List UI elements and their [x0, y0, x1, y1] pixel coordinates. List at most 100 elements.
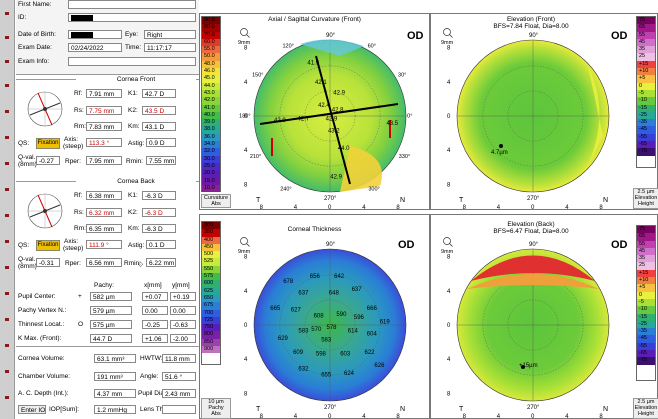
pachy-row-value[interactable]: 579 µm — [90, 306, 132, 315]
front-rm-field[interactable]: 7.83 mm — [86, 122, 122, 131]
back-km-field[interactable]: -6.3 D — [142, 224, 176, 233]
scale-step: +5 — [637, 284, 655, 292]
mm-label: 9mm — [441, 40, 454, 46]
thickness-value: 666 — [367, 306, 378, 312]
toolbar-marker[interactable] — [5, 60, 9, 63]
toolbar-marker[interactable] — [5, 266, 9, 269]
toolbar-marker[interactable] — [5, 240, 9, 243]
toolbar-marker[interactable] — [5, 370, 9, 373]
toolbar-marker[interactable] — [5, 12, 9, 15]
toolbar-marker[interactable] — [5, 136, 9, 139]
toolbar-marker[interactable] — [5, 396, 9, 399]
toolbar-marker[interactable] — [5, 188, 9, 191]
acd-field[interactable]: 4.37 mm — [94, 389, 136, 398]
toolbar-marker[interactable] — [5, 84, 9, 87]
corneal-thickness-panel[interactable]: 300 350 400 450 500 525 550 575 600 625 650 675 700 7… — [199, 214, 430, 419]
toolbar-marker[interactable] — [5, 162, 9, 165]
pachy-row-x[interactable]: +1.06 — [142, 334, 168, 343]
zoom-icon — [240, 28, 248, 36]
back-k1-field[interactable]: -6.3 D — [142, 191, 176, 200]
pachy-row-value[interactable]: 582 µm — [90, 292, 132, 301]
thickness-value: 632 — [298, 367, 309, 373]
y-tick-label: 0 — [244, 323, 248, 329]
back-rmin-field[interactable]: 6.22 mm — [146, 258, 176, 267]
axial-curvature-panel[interactable]: 90.0 80.0 70.0 60.0 55.0 50.0 48.0 46.0 45.0 44.0… — [199, 13, 430, 210]
toolbar-marker[interactable] — [5, 110, 9, 113]
back-k2-field[interactable]: -6.3 D — [142, 208, 176, 217]
toolbar-marker[interactable] — [5, 36, 9, 39]
pachy-row-x[interactable]: -0.25 — [142, 320, 168, 329]
back-qs-fixation-button[interactable]: Fixation — [36, 240, 60, 251]
exam-info-field[interactable] — [68, 57, 196, 66]
dob-field[interactable] — [68, 30, 122, 39]
enter-iop-button[interactable]: Enter IOP — [18, 405, 46, 414]
scale-step: 400 — [202, 236, 220, 244]
pachy-row-y[interactable]: -0.63 — [170, 320, 196, 329]
elevation-back-panel[interactable]: 75 65 55 45 35 25 +15 +10 +5 0 -5 -10 -15 -25 -35 -45 -5… — [430, 214, 658, 419]
pachy-row-y[interactable]: -2.00 — [170, 334, 196, 343]
time-label: Time: — [125, 44, 142, 51]
back-qval-field[interactable]: -0.31 — [36, 258, 60, 267]
x-tick-label: 4 — [497, 414, 501, 418]
toolbar-marker[interactable] — [5, 214, 9, 217]
pachy-row-y[interactable]: 0.00 — [170, 306, 196, 315]
first-name-field[interactable] — [68, 0, 196, 9]
back-astig-field[interactable]: 0.1 D — [146, 240, 176, 249]
thickness-value: 622 — [365, 350, 376, 356]
axial-curvature-map[interactable]: 90°270°T N8 4 0 4 8840489mm41.942.142.942.442… — [230, 24, 430, 209]
pachy-row-y[interactable]: +0.19 — [170, 292, 196, 301]
first-name-label: First Name: — [18, 1, 52, 8]
front-rs-field[interactable]: 7.75 mm — [86, 106, 122, 115]
toolbar-marker[interactable] — [5, 292, 9, 295]
front-k2-field[interactable]: 43.5 D — [142, 106, 176, 115]
thickness-value: 583 — [321, 338, 332, 344]
front-axis-field[interactable]: 113.3 ° — [86, 138, 122, 147]
lens-th-field[interactable] — [162, 405, 196, 414]
front-km-field[interactable]: 43.1 D — [142, 122, 176, 131]
chamber-volume-field[interactable]: 191 mm³ — [94, 372, 136, 381]
id-field[interactable] — [68, 13, 196, 22]
pachy-row-value[interactable]: 575 µm — [90, 320, 132, 329]
back-rper-field[interactable]: 6.56 mm — [86, 258, 122, 267]
angle-label: 0° — [407, 114, 412, 120]
iop-sum-field[interactable]: 1.2 mmHg — [94, 405, 136, 414]
back-rm-field[interactable]: 6.35 mm — [86, 224, 122, 233]
back-rf-field[interactable]: 6.38 mm — [86, 191, 122, 200]
toolbar-marker[interactable] — [5, 344, 9, 347]
time-field[interactable]: 11:17:17 — [144, 43, 196, 52]
front-rf-field[interactable]: 7.91 mm — [86, 89, 122, 98]
elevation-front-panel[interactable]: 75 65 55 45 35 25 +15 +10 +5 0 -5 -10 -15 -25 -35 -45 -5… — [430, 13, 658, 210]
front-qs-fixation-button[interactable]: Fixation — [36, 138, 60, 149]
map-zone-orange — [467, 274, 599, 289]
thickness-value: 624 — [344, 371, 355, 377]
pachy-row-x[interactable]: 0.00 — [142, 306, 168, 315]
hwtw-field[interactable]: 11.8 mm — [162, 354, 196, 363]
angle-label: 60° — [368, 44, 376, 50]
scale-step: 20.0 — [202, 170, 220, 178]
y-tick-label: 8 — [447, 182, 451, 188]
front-k1-field[interactable]: 42.7 D — [142, 89, 176, 98]
back-axis-field[interactable]: 111.9 ° — [86, 240, 122, 249]
front-astig-field[interactable]: 0.9 D — [146, 138, 176, 147]
back-rs-field[interactable]: 6.32 mm — [86, 208, 122, 217]
left-toolbar — [0, 0, 15, 419]
cornea-volume-field[interactable]: 63.1 mm³ — [94, 354, 136, 363]
elevation-back-color-scale: 75 65 55 45 35 25 +15 +10 +5 0 -5 -10 -15 -25 -35 -45 -5… — [636, 225, 656, 381]
front-qval-field[interactable]: -0.27 — [36, 156, 60, 165]
pupil-dia-field[interactable]: 2.43 mm — [162, 389, 196, 398]
front-rmin-field[interactable]: 7.55 mm — [146, 156, 176, 165]
pachy-row-x[interactable]: +0.07 — [142, 292, 168, 301]
pachy-row-value[interactable]: 44.7 D — [90, 334, 132, 343]
eye-field[interactable]: Right — [144, 30, 196, 39]
curvature-value: 42.9 — [330, 174, 342, 180]
curvature-value: 42.9 — [333, 91, 345, 97]
exam-date-field[interactable]: 02/24/2022 — [68, 43, 122, 52]
toolbar-marker[interactable] — [5, 318, 9, 321]
col-x-header: x[mm] — [144, 282, 162, 289]
scale-step: 65 — [637, 24, 655, 32]
angle-field[interactable]: 51.6 ° — [162, 372, 196, 381]
front-rper-field[interactable]: 7.95 mm — [86, 156, 122, 165]
